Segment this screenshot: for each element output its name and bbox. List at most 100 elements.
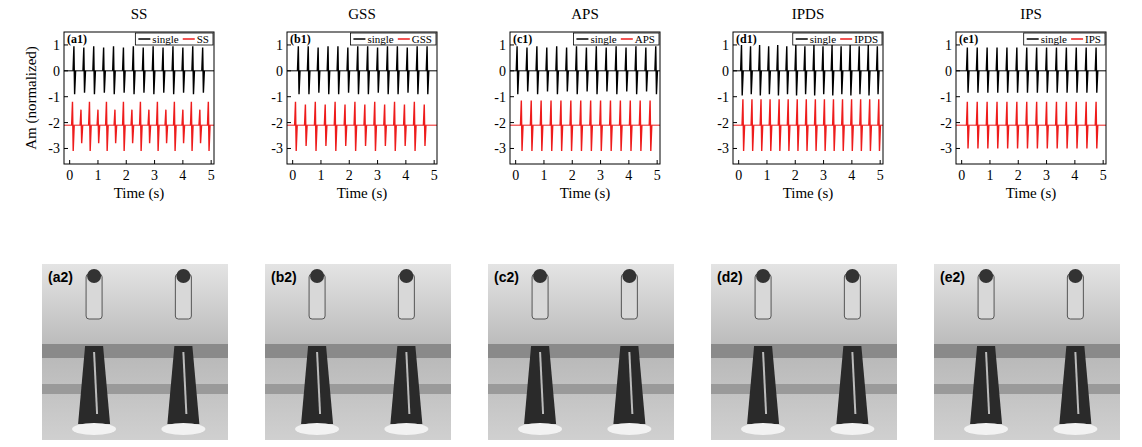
spike (106, 102, 109, 151)
spike (860, 99, 863, 151)
legend: singleIPDS (793, 33, 882, 45)
y-tick (64, 96, 68, 97)
photo-metronome (747, 346, 779, 424)
spike (822, 46, 825, 94)
spike (750, 46, 753, 94)
y-tick-label: 0 (722, 64, 729, 79)
spike (786, 46, 789, 94)
panel-label: (b1) (290, 32, 311, 46)
spike (796, 99, 799, 151)
plot-area (510, 46, 660, 151)
panel: IPDS01234510-1-2-3Time (s)(d1)singleIPDS (717, 6, 883, 202)
spike (83, 48, 86, 93)
spike (546, 48, 549, 92)
photo: (b2) (265, 264, 451, 440)
spike (324, 104, 327, 145)
y-axis-title: Am (normalized) (23, 46, 40, 150)
x-axis-title: Time (s) (783, 185, 834, 202)
spike (639, 101, 642, 151)
photo-metronome (167, 346, 199, 424)
x-tick (823, 160, 824, 164)
panel-label: (e1) (959, 32, 978, 46)
spike (182, 48, 185, 93)
spike (1046, 102, 1049, 149)
photo-weight (1068, 269, 1082, 283)
spike (590, 101, 593, 151)
spike (1075, 102, 1078, 149)
spike (384, 104, 387, 145)
spike (996, 48, 999, 93)
y-tick-label: -2 (717, 116, 729, 131)
photo-label: (a2) (48, 269, 73, 285)
legend-swatch (398, 38, 410, 40)
x-tick (69, 160, 70, 164)
legend-label: IPS (1085, 33, 1101, 45)
legend-box (793, 33, 882, 45)
x-tick-label: 5 (208, 168, 215, 183)
spike (307, 46, 310, 94)
y-tick-label: -3 (271, 141, 283, 156)
x-tick-label: 1 (540, 168, 547, 183)
x-tick (1018, 160, 1019, 164)
plot-frame (510, 32, 660, 164)
photo-pendulum (852, 352, 855, 414)
x-tick (572, 160, 573, 164)
spike (966, 48, 969, 93)
y-tick-label: 0 (53, 64, 60, 79)
spike (140, 102, 143, 151)
photo-weight (845, 269, 859, 283)
spike (795, 45, 798, 95)
x-tick-label: 5 (654, 168, 661, 183)
photo-board (265, 384, 451, 394)
photo-bg (265, 264, 451, 440)
spike (976, 102, 979, 149)
x-tick (738, 160, 739, 164)
y-tick-label: 1 (722, 38, 729, 53)
photo-board (488, 384, 674, 394)
spike (103, 48, 106, 93)
spike (357, 46, 360, 94)
y-tick-label: -3 (494, 141, 506, 156)
spike (1026, 102, 1029, 149)
photo-metronome (1059, 346, 1091, 424)
spike (516, 46, 519, 94)
photo-weight (399, 269, 413, 283)
x-tick-label: 5 (431, 168, 438, 183)
spike (295, 102, 298, 151)
photo: (e2) (934, 264, 1120, 440)
legend-label: APS (635, 33, 655, 45)
photo: (d2) (711, 264, 897, 440)
photo-bg (488, 264, 674, 440)
photo-pendulum (986, 352, 989, 414)
spike (123, 48, 126, 93)
panel: APS01234510-1-2-3Time (s)(c1)singleAPS (494, 6, 660, 202)
spike (89, 102, 92, 151)
spike (586, 48, 589, 92)
spike (1036, 48, 1039, 93)
spike (625, 48, 628, 92)
y-tick (956, 96, 960, 97)
x-tick-label: 0 (958, 168, 965, 183)
spike (566, 48, 569, 92)
y-tick (956, 70, 960, 71)
x-tick (989, 160, 990, 164)
spike (815, 99, 818, 151)
photo-base (161, 423, 205, 435)
y-tick-label: -2 (271, 116, 283, 131)
panel-title: GSS (348, 6, 376, 22)
plot-frame (64, 32, 214, 164)
spike (1075, 48, 1078, 93)
photo-label: (e2) (940, 269, 965, 285)
x-tick-label: 2 (123, 168, 130, 183)
x-axis-title: Time (s) (560, 185, 611, 202)
y-tick (510, 148, 514, 149)
spike (966, 102, 969, 149)
panel: GSS01234510-1-2-3Time (s)(b1)singleGSS (271, 6, 437, 202)
photo-base (830, 423, 874, 435)
spike (367, 46, 370, 94)
photo-metronome (836, 346, 868, 424)
panel-title: APS (571, 6, 599, 22)
spike (191, 102, 194, 151)
x-tick (320, 160, 321, 164)
spike (833, 99, 836, 151)
